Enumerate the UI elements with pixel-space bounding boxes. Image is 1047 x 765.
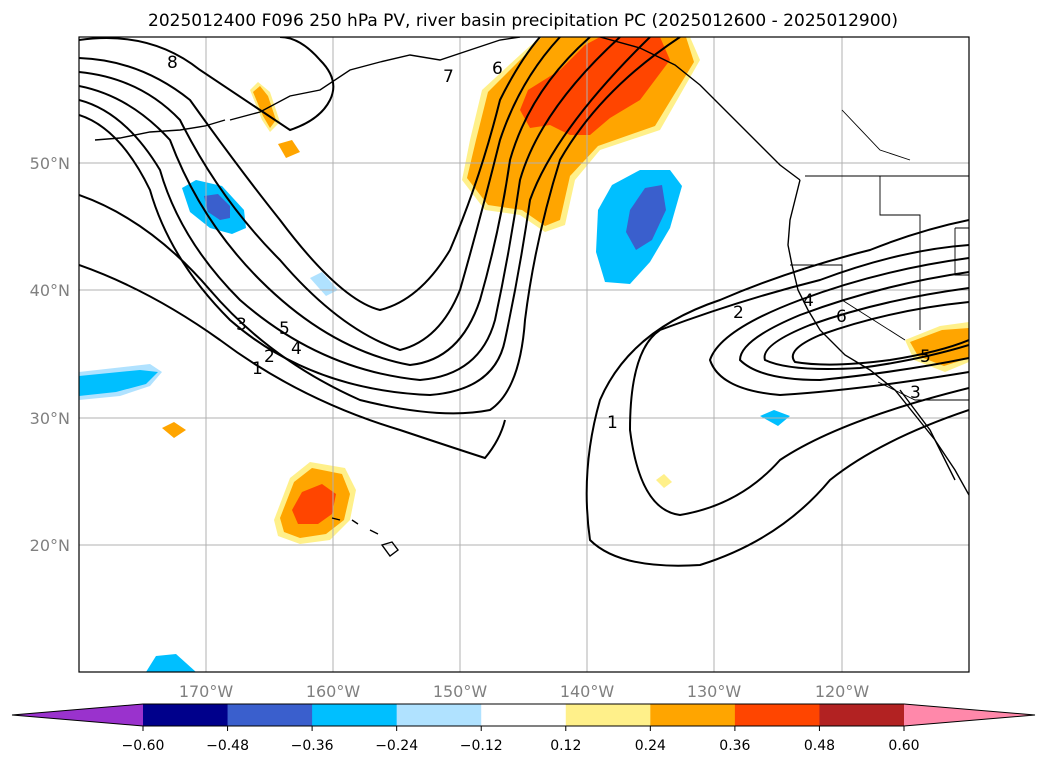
precip-negative-spot-d xyxy=(146,654,196,672)
canada-province-border xyxy=(841,109,911,161)
contour-label-1-west: 1 xyxy=(252,359,263,379)
us-mexico-border xyxy=(877,381,969,401)
na-west-coast xyxy=(787,179,969,496)
contour-east-3 xyxy=(708,257,969,397)
lat-label-30: 30°N xyxy=(30,409,70,428)
colorbar-extend-low xyxy=(12,704,143,726)
contour-label-2-west: 2 xyxy=(264,347,275,367)
lon-labels: 170°W 160°W 150°W 140°W 130°W 120°W xyxy=(179,682,870,701)
contour-west-2 xyxy=(79,37,561,352)
precip-negative-east-core xyxy=(626,185,666,250)
colorbar: −0.60 −0.48 −0.36 −0.24 −0.12 0.12 0.24 0.36 0.4… xyxy=(11,703,1036,754)
lon-label-160w: 160°W xyxy=(306,682,361,701)
graticule xyxy=(79,37,969,672)
precip-positive-spot-a xyxy=(162,422,186,438)
colorbar-segment xyxy=(481,704,567,726)
lat-label-50: 50°N xyxy=(30,154,70,173)
precip-positive-hawaii-red xyxy=(292,484,336,524)
alaska-panhandle xyxy=(599,37,801,181)
colorbar-tick-label: −0.60 xyxy=(122,738,165,754)
contour-label-8: 8 xyxy=(167,53,178,73)
colorbar-segment xyxy=(227,704,313,726)
contour-labels: 8 7 6 3 5 4 2 1 1 2 4 6 5 3 xyxy=(167,53,931,433)
colorbar-tick-label: 0.60 xyxy=(888,738,919,754)
precip-positive-spot-b xyxy=(656,474,672,488)
contour-label-2-east: 2 xyxy=(733,303,744,323)
colorbar-tick-label: 0.12 xyxy=(550,738,581,754)
contour-east-6 xyxy=(791,301,969,366)
contour-east-2 xyxy=(628,244,969,517)
pv-contours xyxy=(79,37,969,567)
colorbar-segment xyxy=(396,704,482,726)
map-border xyxy=(78,36,970,673)
colorbar-tick-label: −0.36 xyxy=(291,738,334,754)
contour-label-5-east: 5 xyxy=(920,347,931,367)
contour-label-6-east: 6 xyxy=(836,307,847,327)
contour-west-3 xyxy=(79,37,591,367)
colorbar-tick-label: 0.48 xyxy=(804,738,835,754)
lon-label-170w: 170°W xyxy=(179,682,234,701)
precip-shading xyxy=(79,37,969,672)
precip-positive-bering-small xyxy=(278,140,300,158)
lon-label-120w: 120°W xyxy=(815,682,870,701)
contour-west-7 xyxy=(79,264,506,460)
precip-negative-farwest-core xyxy=(79,370,158,396)
hawaii-islands xyxy=(331,517,399,557)
map-title: 2025012400 F096 250 hPa PV, river basin … xyxy=(148,11,898,31)
contour-west-4 xyxy=(79,37,621,382)
contour-east-4 xyxy=(738,271,969,382)
contour-label-3: 3 xyxy=(236,315,247,335)
colorbar-segment xyxy=(565,704,651,726)
contour-label-4: 4 xyxy=(291,339,302,359)
precip-positive-alaska-red xyxy=(520,37,670,135)
us-state-borders-a xyxy=(879,176,921,330)
contour-label-3-east: 3 xyxy=(910,383,921,403)
lon-label-150w: 150°W xyxy=(433,682,488,701)
precip-negative-west-core xyxy=(204,194,230,220)
colorbar-tick-label: 0.36 xyxy=(719,738,750,754)
contour-label-4-east: 4 xyxy=(803,291,814,311)
contour-label-1: 1 xyxy=(607,413,618,433)
lon-label-130w: 130°W xyxy=(687,682,742,701)
map-content: 8 7 6 3 5 4 2 1 1 2 4 6 5 3 xyxy=(79,37,969,672)
contour-west-5 xyxy=(79,37,651,397)
contour-east-1 xyxy=(585,219,969,567)
colorbar-segment xyxy=(143,704,229,726)
contour-east-5 xyxy=(763,287,969,370)
colorbar-tick-label: −0.12 xyxy=(460,738,503,754)
colorbar-extend-high xyxy=(904,704,1035,726)
contour-west-1 xyxy=(79,37,541,312)
colorbar-tick-label: −0.48 xyxy=(206,738,249,754)
contour-label-5: 5 xyxy=(279,319,290,339)
lat-labels: 50°N 40°N 30°N 20°N xyxy=(30,154,70,555)
colorbar-segment xyxy=(819,704,905,726)
contour-8 xyxy=(79,37,335,132)
contour-west-6 xyxy=(79,37,681,415)
contour-label-6: 6 xyxy=(492,59,503,79)
colorbar-segment xyxy=(650,704,736,726)
lat-label-20: 20°N xyxy=(30,536,70,555)
alaska-coast xyxy=(229,37,521,121)
colorbar-segment xyxy=(312,704,398,726)
lat-label-40: 40°N xyxy=(30,281,70,300)
colorbar-segment xyxy=(734,704,820,726)
contour-label-7: 7 xyxy=(443,67,454,87)
colorbar-tick-label: 0.24 xyxy=(635,738,666,754)
coastlines xyxy=(94,37,969,557)
colorbar-tick-label: −0.24 xyxy=(375,738,418,754)
lon-label-140w: 140°W xyxy=(560,682,615,701)
